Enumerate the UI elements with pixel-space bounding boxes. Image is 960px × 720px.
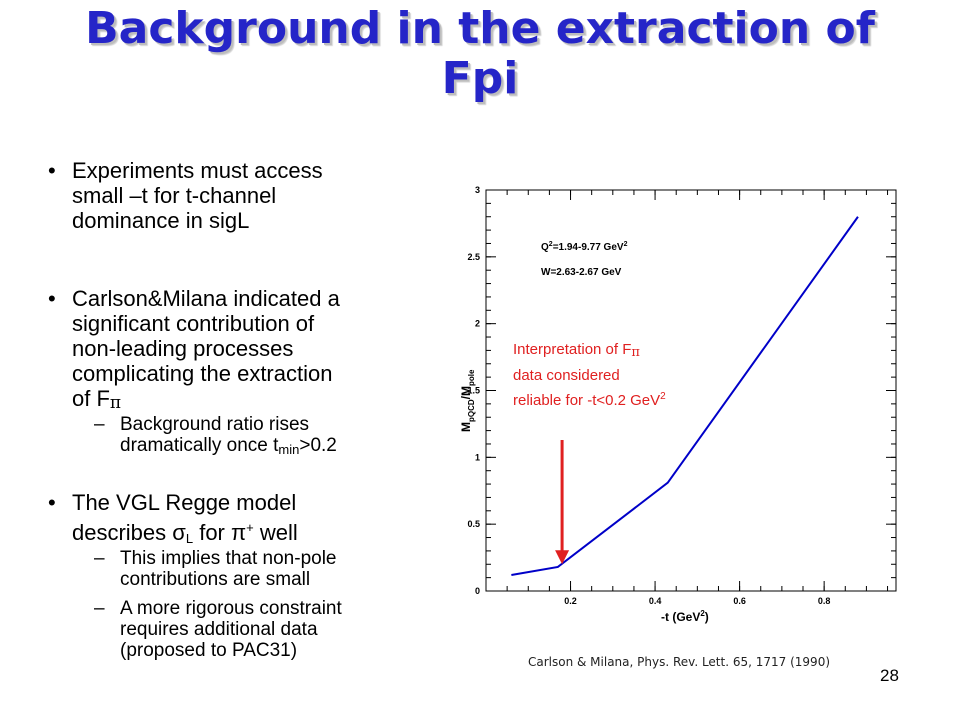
bullet-3-line1: The VGL Regge model: [72, 490, 297, 515]
sigma-subscript: L: [185, 531, 194, 546]
b3-prefix: describes σ: [72, 520, 186, 545]
y-axis-label: MpQCD/Mpole: [459, 369, 476, 432]
bullet-2-sub: – Background ratio rises dramatically on…: [94, 414, 337, 460]
slide-title: Background in the extraction of Fpi: [0, 4, 960, 104]
x-tick-label: 0.6: [733, 596, 746, 606]
bullet-3-sub2-line3: (proposed to PAC31): [120, 640, 298, 661]
axis-ticks: [486, 189, 896, 592]
legend-w: W=2.63-2.67 GeV: [541, 267, 622, 278]
bullet-3-sub1-line2: contributions are small: [120, 569, 311, 590]
sub-dash: –: [94, 548, 105, 569]
annotation-arrow-head: [555, 550, 570, 565]
y-tick-label: 0: [475, 586, 480, 596]
bullet-dot: •: [48, 286, 56, 311]
y-tick-labels: 0 0.5 1 1.5 2 2.5 3: [467, 185, 480, 596]
y-tick-label: 1: [475, 452, 480, 462]
bullet-2-line4: complicating the extraction: [72, 361, 333, 386]
bullet-1-line3: dominance in sigL: [72, 208, 250, 233]
y-tick-label: 0.5: [467, 519, 480, 529]
bullet-2-line3: non-leading processes: [72, 336, 294, 361]
x-tick-label: 0.4: [649, 596, 662, 606]
bullet-3-sub-2: – A more rigorous constraint requires ad…: [94, 598, 342, 661]
b3-middle: for π: [193, 520, 247, 545]
x-tick-label: 0.8: [818, 596, 831, 606]
bullet-2-sub-line2: dramatically once tmin>0.2: [120, 435, 337, 460]
bullet-1-line1: Experiments must access: [72, 158, 323, 183]
slide-title-line1: Background in the extraction of: [85, 3, 875, 54]
bullet-3: • The VGL Regge model describes σL for π…: [48, 490, 298, 551]
tmin-subscript: min: [278, 442, 300, 457]
annotation-line1: Interpretation of Fπ: [513, 341, 640, 360]
x-axis-label: -t (GeV2): [661, 609, 709, 624]
bullet-2-sub-line1: Background ratio rises: [120, 414, 310, 435]
y-tick-label: 3: [475, 185, 480, 195]
sub-dash: –: [94, 598, 105, 619]
bullet-1-line2: small –t for t-channel: [72, 183, 277, 208]
annotation-line3: reliable for -t<0.2 GeV2: [513, 391, 666, 409]
bullet-dot: •: [48, 490, 56, 515]
bullet-2: • Carlson&Milana indicated a significant…: [48, 286, 340, 416]
pi-symbol: π: [109, 393, 122, 413]
page-number: 28: [880, 666, 899, 685]
annotation-line2: data considered: [513, 367, 620, 384]
citation: Carlson & Milana, Phys. Rev. Lett. 65, 1…: [528, 655, 831, 669]
legend-q2: Q2=1.94-9.77 GeV2: [541, 241, 628, 253]
sub-dash: –: [94, 414, 105, 435]
bullet-3-sub2-line1: A more rigorous constraint: [120, 598, 342, 619]
bullet-2-line5: of Fπ: [72, 386, 340, 416]
y-tick-label: 2.5: [467, 252, 480, 262]
bullet-dot: •: [48, 158, 56, 183]
x-tick-label: 0.2: [564, 596, 577, 606]
y-tick-label: 2: [475, 319, 480, 329]
bullet-1: • Experiments must access small –t for t…: [48, 158, 323, 233]
bullet-2-line2: significant contribution of: [72, 311, 315, 336]
series-line: [511, 216, 859, 576]
sub-line2-prefix: dramatically once t: [120, 435, 279, 456]
x-tick-labels: 0.2 0.4 0.6 0.8: [564, 596, 830, 606]
bullet-3-line2: describes σL for π+ well: [72, 515, 298, 551]
bullet-3-sub2-line2: requires additional data: [120, 619, 318, 640]
pi-superscript: +: [246, 520, 254, 535]
bullet-3-sub1-line1: This implies that non-pole: [120, 548, 337, 569]
bullet-3-sub-1: – This implies that non-pole contributio…: [94, 548, 337, 590]
b3-suffix: well: [253, 520, 298, 545]
y-tick-label: 1.5: [467, 386, 480, 396]
bullet-2-line5-prefix: of F: [72, 386, 110, 411]
bullet-2-line1: Carlson&Milana indicated a: [72, 286, 340, 311]
slide-title-line2: Fpi: [441, 53, 519, 104]
sub-line2-suffix: >0.2: [299, 435, 337, 456]
